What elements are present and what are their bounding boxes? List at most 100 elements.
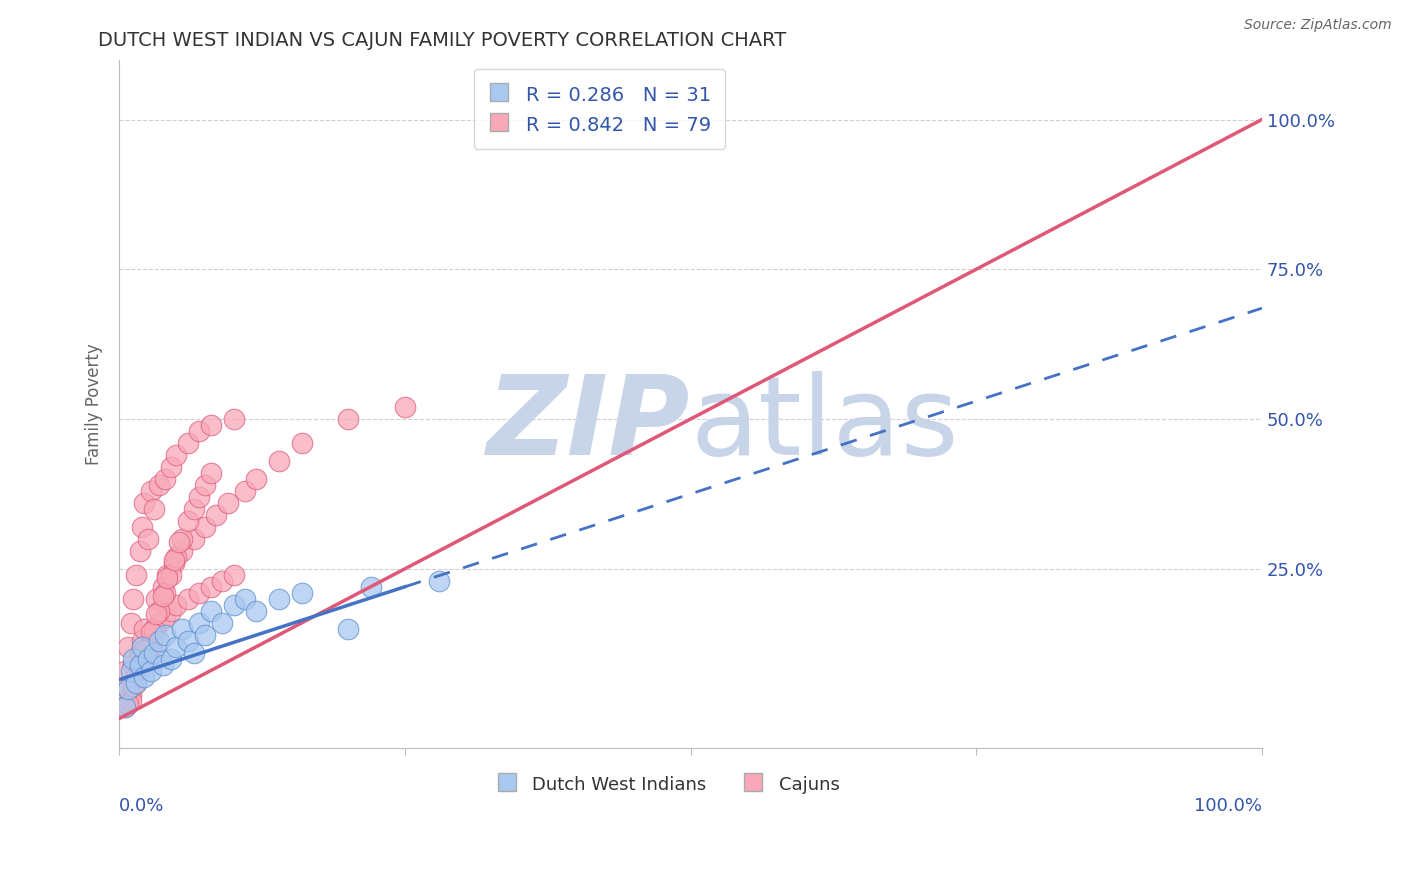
Point <box>114 664 136 678</box>
Point <box>205 508 228 522</box>
Point <box>142 646 165 660</box>
Point <box>120 688 142 702</box>
Point <box>142 628 165 642</box>
Point <box>200 604 222 618</box>
Point <box>134 642 156 657</box>
Point <box>211 574 233 588</box>
Point <box>163 556 186 570</box>
Point <box>200 580 222 594</box>
Point <box>128 543 150 558</box>
Y-axis label: Family Poverty: Family Poverty <box>86 343 103 465</box>
Point <box>165 640 187 654</box>
Legend: Dutch West Indians, Cajuns: Dutch West Indians, Cajuns <box>489 766 846 801</box>
Point <box>172 622 194 636</box>
Point <box>194 628 217 642</box>
Point <box>122 591 145 606</box>
Point <box>131 640 153 654</box>
Point <box>200 417 222 432</box>
Point <box>141 640 163 654</box>
Point <box>141 483 163 498</box>
Point <box>188 586 211 600</box>
Point <box>136 640 159 654</box>
Point <box>128 660 150 674</box>
Point <box>177 514 200 528</box>
Point <box>131 633 153 648</box>
Text: ZIP: ZIP <box>486 371 690 478</box>
Point <box>165 598 187 612</box>
Point <box>172 532 194 546</box>
Point <box>125 567 148 582</box>
Point <box>172 543 194 558</box>
Point <box>291 436 314 450</box>
Point <box>163 553 186 567</box>
Point <box>159 604 181 618</box>
Point <box>152 657 174 672</box>
Text: atlas: atlas <box>690 371 959 478</box>
Point <box>145 591 167 606</box>
Point <box>217 496 239 510</box>
Point <box>122 651 145 665</box>
Point <box>153 609 176 624</box>
Point <box>117 681 139 696</box>
Point <box>233 483 256 498</box>
Point <box>200 466 222 480</box>
Point <box>394 400 416 414</box>
Point <box>211 615 233 630</box>
Point <box>125 670 148 684</box>
Point <box>222 567 245 582</box>
Point <box>183 501 205 516</box>
Point <box>222 598 245 612</box>
Point <box>336 622 359 636</box>
Point <box>141 664 163 678</box>
Point <box>245 472 267 486</box>
Point <box>245 604 267 618</box>
Point <box>134 496 156 510</box>
Point <box>134 670 156 684</box>
Point <box>167 534 190 549</box>
Point <box>153 628 176 642</box>
Point <box>148 633 170 648</box>
Point <box>136 651 159 665</box>
Point <box>153 586 176 600</box>
Point <box>148 615 170 630</box>
Point <box>145 607 167 621</box>
Point <box>131 657 153 672</box>
Point <box>177 591 200 606</box>
Point <box>165 448 187 462</box>
Point <box>148 478 170 492</box>
Point <box>122 657 145 672</box>
Point <box>141 624 163 639</box>
Point <box>114 699 136 714</box>
Point <box>427 574 450 588</box>
Point <box>153 472 176 486</box>
Point <box>222 412 245 426</box>
Point <box>152 589 174 603</box>
Point <box>360 580 382 594</box>
Point <box>233 591 256 606</box>
Point <box>156 571 179 585</box>
Point <box>159 567 181 582</box>
Point <box>336 412 359 426</box>
Point <box>128 646 150 660</box>
Text: 0.0%: 0.0% <box>120 797 165 814</box>
Point <box>177 633 200 648</box>
Point <box>125 675 148 690</box>
Point <box>117 681 139 696</box>
Point <box>183 646 205 660</box>
Point <box>165 549 187 564</box>
Point <box>188 424 211 438</box>
Point <box>156 567 179 582</box>
Point <box>159 651 181 665</box>
Text: Source: ZipAtlas.com: Source: ZipAtlas.com <box>1244 18 1392 32</box>
Point <box>291 586 314 600</box>
Point <box>177 436 200 450</box>
Point <box>136 651 159 665</box>
Point <box>125 675 148 690</box>
Point <box>159 459 181 474</box>
Point <box>142 622 165 636</box>
Point <box>131 520 153 534</box>
Text: DUTCH WEST INDIAN VS CAJUN FAMILY POVERTY CORRELATION CHART: DUTCH WEST INDIAN VS CAJUN FAMILY POVERT… <box>98 31 787 50</box>
Point <box>120 615 142 630</box>
Point <box>188 490 211 504</box>
Point <box>134 622 156 636</box>
